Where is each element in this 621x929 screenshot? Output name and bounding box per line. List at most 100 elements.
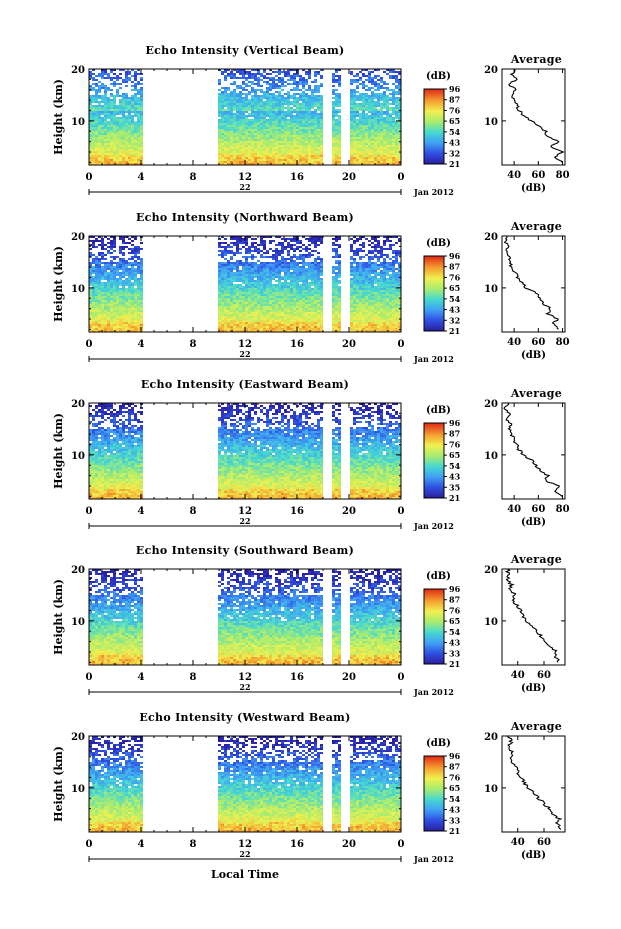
heatmap-cell	[287, 139, 290, 141]
heatmap-cell	[134, 298, 137, 300]
heatmap-cell	[338, 75, 341, 77]
heatmap-cell	[227, 75, 230, 77]
heatmap-cell	[107, 292, 110, 294]
heatmap-cell	[272, 153, 275, 155]
heatmap-cell	[233, 113, 236, 115]
heatmap-cell	[338, 117, 341, 119]
heatmap-cell	[278, 101, 281, 103]
heatmap-cell	[362, 151, 365, 153]
heatmap-cell	[131, 320, 134, 322]
heatmap-cell	[245, 272, 248, 274]
heatmap-cell	[362, 73, 365, 75]
heatmap-cell	[116, 109, 119, 111]
heatmap-cell	[353, 127, 356, 129]
heatmap-cell	[260, 302, 263, 304]
heatmap-cell	[284, 260, 287, 262]
heatmap-cell	[128, 304, 131, 306]
heatmap-cell	[245, 71, 248, 73]
heatmap-cell	[260, 272, 263, 274]
heatmap-cell	[230, 149, 233, 151]
heatmap-cell	[128, 107, 131, 109]
heatmap-cell	[302, 85, 305, 87]
heatmap-cell	[131, 266, 134, 268]
heatmap-cell	[140, 147, 143, 149]
heatmap-cell	[107, 308, 110, 310]
heatmap-cell	[350, 163, 353, 165]
heatmap-cell	[260, 236, 263, 238]
heatmap-cell	[302, 133, 305, 135]
heatmap-cell	[125, 318, 128, 320]
heatmap-cell	[302, 119, 305, 121]
heatmap-cell	[302, 113, 305, 115]
heatmap-cell	[260, 270, 263, 272]
heatmap-cell	[251, 280, 254, 282]
heatmap-cell	[128, 139, 131, 141]
heatmap-cell	[374, 161, 377, 163]
heatmap-cell	[302, 157, 305, 159]
heatmap-cell	[275, 254, 278, 256]
heatmap-cell	[257, 312, 260, 314]
heatmap-cell	[266, 125, 269, 127]
heatmap-cell	[251, 276, 254, 278]
heatmap-cell	[236, 99, 239, 101]
heatmap-cell	[266, 322, 269, 324]
heatmap-cell	[245, 302, 248, 304]
heatmap-cell	[122, 312, 125, 314]
heatmap-cell	[284, 131, 287, 133]
heatmap-cell	[380, 125, 383, 127]
heatmap-cell	[242, 93, 245, 95]
heatmap-cell	[104, 254, 107, 256]
heatmap-cell	[251, 75, 254, 77]
heatmap-cell	[116, 308, 119, 310]
heatmap-cell	[128, 328, 131, 330]
heatmap-cell	[278, 252, 281, 254]
heatmap-cell	[113, 238, 116, 240]
heatmap-cell	[248, 288, 251, 290]
heatmap-cell	[266, 91, 269, 93]
heatmap-cell	[104, 97, 107, 99]
heatmap-cell	[227, 97, 230, 99]
heatmap-cell	[95, 266, 98, 268]
heatmap-cell	[278, 69, 281, 71]
heatmap-cell	[257, 155, 260, 157]
heatmap-cell	[242, 81, 245, 83]
heatmap-cell	[392, 131, 395, 133]
heatmap-cell	[227, 151, 230, 153]
heatmap-cell	[92, 326, 95, 328]
heatmap-cell	[236, 109, 239, 111]
heatmap-cell	[125, 119, 128, 121]
heatmap-cell	[275, 95, 278, 97]
heatmap-cell	[353, 95, 356, 97]
heatmap-cell	[107, 117, 110, 119]
heatmap-cell	[128, 290, 131, 292]
heatmap-cell	[116, 330, 119, 332]
heatmap-cell	[221, 314, 224, 316]
heatmap-cell	[371, 145, 374, 147]
heatmap-cell	[245, 266, 248, 268]
heatmap-cell	[395, 163, 398, 165]
heatmap-cell	[248, 262, 251, 264]
heatmap-cell	[131, 99, 134, 101]
heatmap-cell	[257, 77, 260, 79]
heatmap-cell	[305, 121, 308, 123]
heatmap-cell	[245, 274, 248, 276]
heatmap-cell	[377, 129, 380, 131]
heatmap-cell	[113, 145, 116, 147]
heatmap-cell	[260, 129, 263, 131]
heatmap-cell	[278, 254, 281, 256]
heatmap-cell	[371, 127, 374, 129]
heatmap-cell	[140, 119, 143, 121]
heatmap-cell	[290, 125, 293, 127]
heatmap-cell	[296, 103, 299, 105]
heatmap-cell	[92, 268, 95, 270]
heatmap-cell	[125, 264, 128, 266]
heatmap-cell	[134, 139, 137, 141]
heatmap-cell	[122, 298, 125, 300]
heatmap-cell	[365, 159, 368, 161]
heatmap-cell	[248, 71, 251, 73]
heatmap-cell	[377, 109, 380, 111]
heatmap-cell	[251, 310, 254, 312]
colorbar-tick-label: 76	[449, 105, 461, 115]
heatmap-cell	[269, 312, 272, 314]
heatmap-cell	[317, 137, 320, 139]
